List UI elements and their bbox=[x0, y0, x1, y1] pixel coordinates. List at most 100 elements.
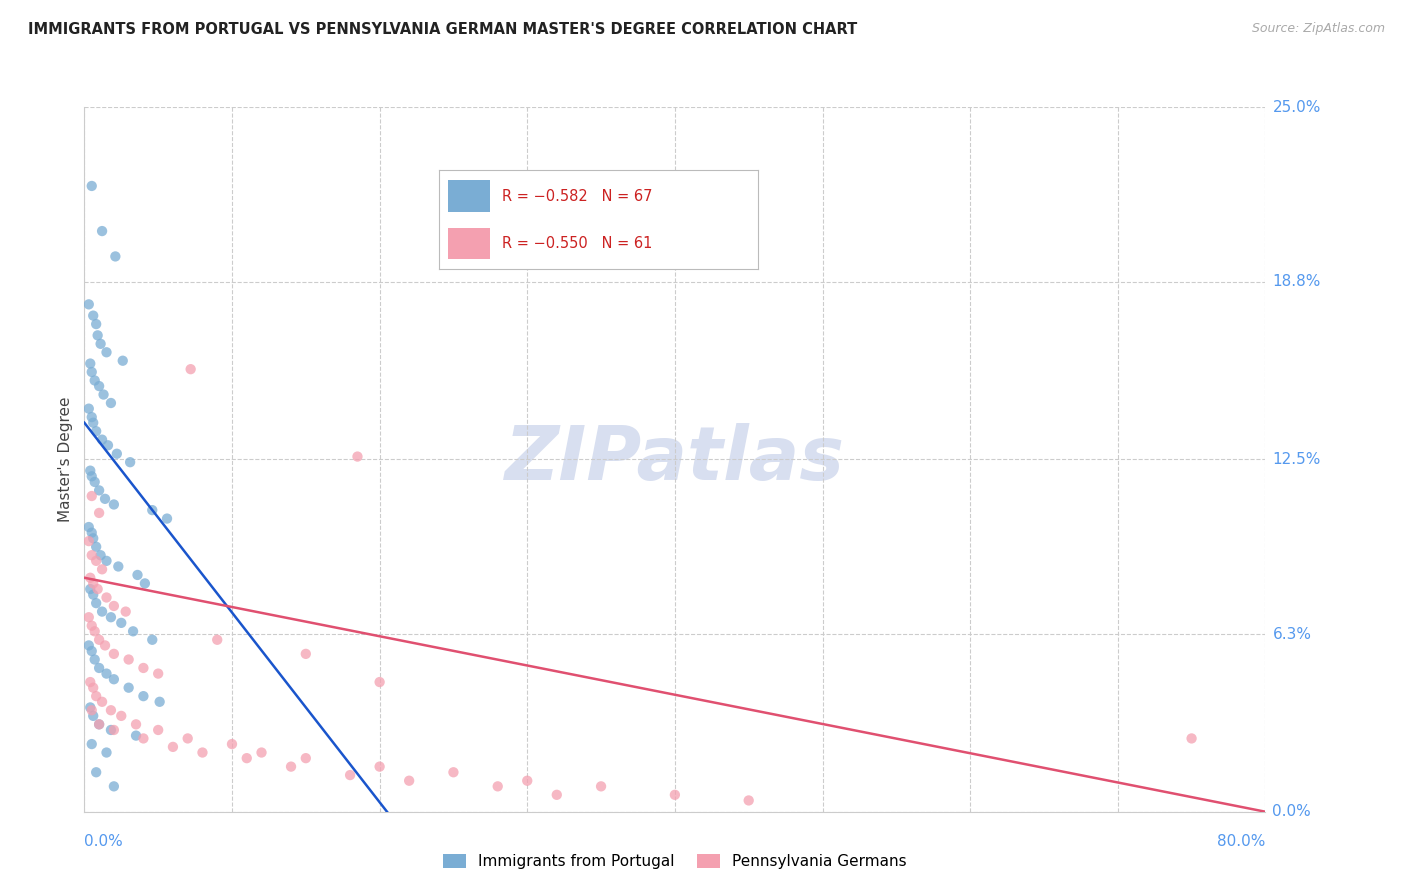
Point bbox=[80, 489, 103, 503]
Legend: Immigrants from Portugal, Pennsylvania Germans: Immigrants from Portugal, Pennsylvania G… bbox=[437, 848, 912, 875]
Point bbox=[77, 534, 100, 549]
Point bbox=[80, 365, 103, 379]
Y-axis label: Master's Degree: Master's Degree bbox=[58, 397, 73, 522]
Point bbox=[80, 410, 103, 425]
Bar bbox=[449, 227, 489, 260]
Point bbox=[125, 729, 148, 743]
Point bbox=[114, 605, 136, 619]
Point bbox=[100, 703, 122, 717]
Point bbox=[77, 297, 100, 311]
Point bbox=[91, 433, 114, 447]
Point bbox=[111, 353, 134, 368]
Point bbox=[295, 751, 318, 765]
Point bbox=[84, 317, 107, 331]
Text: 0.0%: 0.0% bbox=[84, 834, 124, 849]
Point bbox=[91, 224, 114, 238]
Point bbox=[82, 576, 104, 591]
Point bbox=[118, 652, 141, 666]
Point bbox=[104, 249, 127, 263]
Point bbox=[79, 464, 101, 478]
Bar bbox=[449, 180, 489, 212]
Point bbox=[339, 768, 361, 782]
Point bbox=[87, 632, 111, 647]
Point bbox=[1180, 731, 1202, 746]
Point bbox=[127, 568, 149, 582]
Point bbox=[96, 345, 118, 359]
Point bbox=[132, 689, 155, 703]
Point bbox=[516, 773, 538, 788]
Point bbox=[103, 672, 125, 686]
Point bbox=[77, 639, 100, 653]
Point bbox=[87, 717, 111, 731]
Point bbox=[77, 401, 100, 416]
Point bbox=[105, 447, 128, 461]
Point bbox=[250, 746, 273, 760]
Point bbox=[280, 759, 302, 773]
Point bbox=[191, 746, 214, 760]
Point bbox=[441, 765, 464, 780]
Point bbox=[134, 576, 156, 591]
Point bbox=[90, 336, 112, 351]
Point bbox=[80, 618, 103, 632]
Point bbox=[120, 455, 142, 469]
Point bbox=[91, 605, 114, 619]
Point bbox=[77, 520, 100, 534]
Point bbox=[103, 723, 125, 737]
Point bbox=[80, 178, 103, 193]
Point bbox=[82, 588, 104, 602]
Point bbox=[132, 731, 155, 746]
Point bbox=[80, 703, 103, 717]
Point bbox=[80, 737, 103, 751]
Point bbox=[91, 562, 114, 576]
Text: R = −0.582   N = 67: R = −0.582 N = 67 bbox=[502, 188, 652, 203]
Point bbox=[738, 793, 761, 807]
Point bbox=[221, 737, 243, 751]
Point bbox=[368, 675, 391, 690]
Point bbox=[79, 582, 101, 596]
Point bbox=[546, 788, 568, 802]
Point bbox=[93, 387, 115, 401]
Point bbox=[80, 525, 103, 540]
Point bbox=[205, 632, 228, 647]
Point bbox=[100, 610, 122, 624]
Point bbox=[177, 731, 200, 746]
Point bbox=[103, 498, 125, 512]
Point bbox=[82, 531, 104, 545]
Text: 6.3%: 6.3% bbox=[1272, 627, 1312, 641]
Point bbox=[79, 571, 101, 585]
Point bbox=[96, 554, 118, 568]
Point bbox=[486, 780, 509, 794]
Text: 25.0%: 25.0% bbox=[1272, 100, 1320, 114]
Point bbox=[82, 681, 104, 695]
Text: 80.0%: 80.0% bbox=[1218, 834, 1265, 849]
Point bbox=[110, 615, 132, 630]
Point bbox=[118, 681, 141, 695]
Point bbox=[82, 416, 104, 430]
Point bbox=[87, 506, 111, 520]
Point bbox=[86, 582, 108, 596]
Point bbox=[96, 746, 118, 760]
Point bbox=[84, 540, 107, 554]
Point bbox=[80, 469, 103, 483]
Point bbox=[83, 624, 105, 639]
Point bbox=[162, 739, 184, 754]
Point bbox=[110, 709, 132, 723]
Point bbox=[87, 661, 111, 675]
Point bbox=[90, 548, 112, 562]
Point bbox=[100, 396, 122, 410]
Point bbox=[79, 357, 101, 371]
Point bbox=[87, 379, 111, 393]
Point bbox=[103, 599, 125, 613]
Point bbox=[107, 559, 129, 574]
Point bbox=[96, 666, 118, 681]
Point bbox=[141, 632, 163, 647]
Point bbox=[125, 717, 148, 731]
Point bbox=[141, 503, 163, 517]
Point bbox=[368, 759, 391, 773]
Point bbox=[97, 438, 120, 452]
Point bbox=[156, 511, 179, 525]
Point bbox=[664, 788, 686, 802]
Point bbox=[79, 700, 101, 714]
Point bbox=[148, 723, 170, 737]
Point bbox=[84, 554, 107, 568]
